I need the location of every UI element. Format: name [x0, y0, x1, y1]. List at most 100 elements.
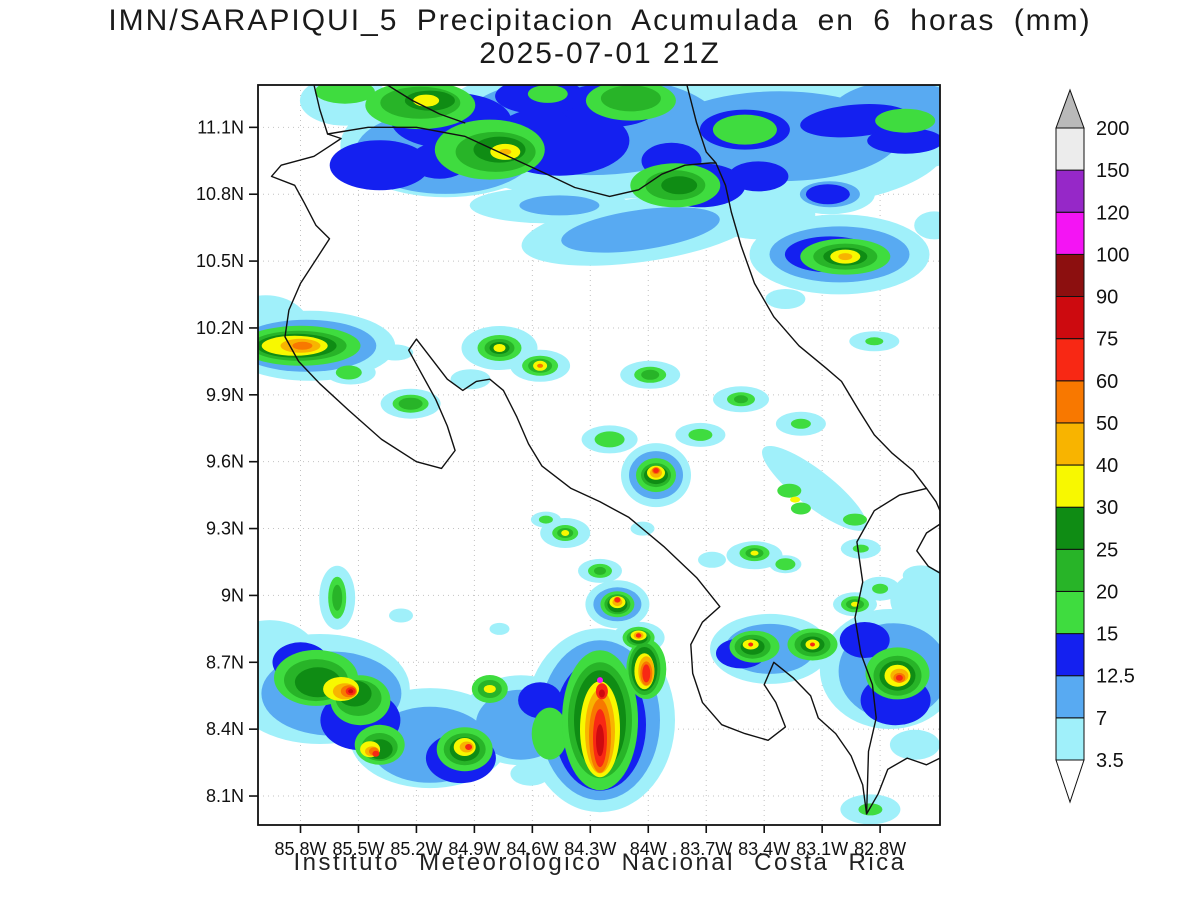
lat-tick-label: 9N	[221, 585, 244, 605]
lat-tick-label: 8.4N	[206, 719, 244, 739]
precip-cell	[790, 418, 811, 429]
precip-cell	[465, 744, 473, 750]
precip-cell	[843, 513, 867, 526]
legend-label: 3.5	[1096, 750, 1124, 772]
legend-label: 20	[1096, 582, 1118, 604]
legend-label: 40	[1096, 455, 1118, 477]
lon-tick-label: 82.8W	[854, 839, 906, 859]
lat-tick-label: 9.6N	[206, 452, 244, 472]
precip-cell	[561, 207, 720, 253]
coastline-path	[854, 487, 928, 815]
precip-cell	[335, 365, 362, 380]
legend-label: 12.5	[1096, 666, 1135, 688]
colorbar: 3.5 7 12.5 15 20 25 30 40 50 60 75 90 100 120 150 200	[1055, 88, 1135, 804]
legend-label: 15	[1096, 624, 1118, 646]
legend-under-arrow	[1055, 759, 1085, 804]
precip-cell	[748, 642, 754, 647]
precip-cell	[765, 289, 806, 309]
legend-box	[1055, 127, 1085, 171]
lon-tick-label: 83.1W	[796, 839, 848, 859]
precip-cell	[450, 369, 491, 390]
precip-cell	[889, 729, 940, 760]
precip-cell	[519, 195, 600, 216]
footer-caption: Instituto Meteorologico Nacional Costa R…	[293, 849, 907, 876]
legend-label: 60	[1096, 371, 1118, 393]
lon-tick-label: 85.2W	[390, 839, 442, 859]
precip-cell	[890, 569, 940, 630]
legend-label: 90	[1096, 287, 1118, 309]
legend-box	[1055, 338, 1085, 382]
lat-tick-label: 8.7N	[206, 652, 244, 672]
lat-tick-label: 11.1N	[197, 117, 244, 137]
figure-title: IMN/SARAPIQUI_5 Precipitacion Acumulada …	[108, 4, 1092, 37]
lon-tick-label: 85.5W	[332, 839, 384, 859]
lat-tick-label: 10.8N	[196, 184, 244, 204]
precip-cell	[598, 689, 605, 698]
legend-label: 200	[1096, 118, 1129, 140]
legend-box	[1055, 591, 1085, 635]
figure-subtitle: 2025-07-01 21Z	[479, 37, 721, 70]
legend-over-arrow	[1055, 88, 1085, 129]
precip-cell	[348, 689, 354, 694]
precip-cell	[698, 551, 726, 568]
legend-box	[1055, 211, 1085, 255]
precip-cell	[561, 530, 570, 536]
legend-label: 50	[1096, 413, 1118, 435]
precip-cell	[852, 544, 869, 553]
lon-tick-label: 84.6W	[506, 839, 558, 859]
precip-cell	[734, 395, 748, 404]
coastlines	[270, 85, 940, 815]
precip-cell	[483, 685, 496, 693]
legend-box	[1055, 422, 1085, 466]
legend-label: 150	[1096, 160, 1129, 182]
precip-cell	[661, 176, 698, 195]
precip-cell	[914, 211, 940, 240]
legend-box	[1055, 675, 1085, 719]
precip-cell	[838, 253, 853, 261]
precip-cell	[858, 803, 883, 816]
precip-cell	[775, 558, 796, 571]
lat-tick-label: 10.5N	[196, 251, 244, 271]
legend-label: 30	[1096, 497, 1118, 519]
precip-cell	[777, 483, 802, 498]
lon-tick-label: 83.4W	[738, 839, 790, 859]
precip-cell	[600, 85, 661, 112]
precip-cell	[653, 468, 659, 474]
precip-cell	[688, 428, 713, 441]
legend-box	[1055, 506, 1085, 550]
precip-cell	[790, 502, 811, 515]
lat-tick-label: 10.2N	[196, 318, 244, 338]
legend-box	[1055, 380, 1085, 424]
legend-label: 7	[1096, 708, 1107, 730]
precip-cell	[594, 566, 606, 575]
legend-box	[1055, 633, 1085, 677]
lat-tick-label: 9.3N	[206, 519, 244, 539]
lon-tick-label: 84.9W	[448, 839, 500, 859]
legend-label: 75	[1096, 329, 1118, 351]
precip-cell	[527, 85, 568, 103]
coastline-path	[916, 523, 940, 574]
precip-cell	[537, 363, 544, 368]
precip-cell	[398, 397, 423, 410]
precip-cell	[810, 642, 815, 647]
precip-cell	[642, 664, 651, 683]
legend-label: 100	[1096, 244, 1129, 266]
precip-cell	[372, 750, 380, 757]
lat-tick-label: 9.9N	[206, 385, 244, 405]
legend-box	[1055, 296, 1085, 340]
precip-cell	[594, 431, 625, 448]
coastline-path	[386, 85, 466, 124]
precip-cell	[531, 707, 568, 760]
coastline-path	[326, 126, 717, 198]
precip-cell	[614, 597, 621, 603]
precip-cell	[750, 550, 759, 556]
map-frame	[257, 84, 941, 826]
legend-box	[1055, 717, 1085, 761]
lat-tick-label: 8.1N	[206, 786, 244, 806]
legend-label: 120	[1096, 202, 1129, 224]
lon-tick-label: 85.8W	[274, 839, 326, 859]
precip-cell	[596, 724, 604, 757]
coastline-path	[270, 85, 940, 815]
precip-cell	[329, 140, 430, 191]
axis-labels: 8.1N 8.4N 8.7N 9N 9.3N 9.6N 9.9N 10.2N 10.5N 10.8…	[196, 117, 906, 859]
